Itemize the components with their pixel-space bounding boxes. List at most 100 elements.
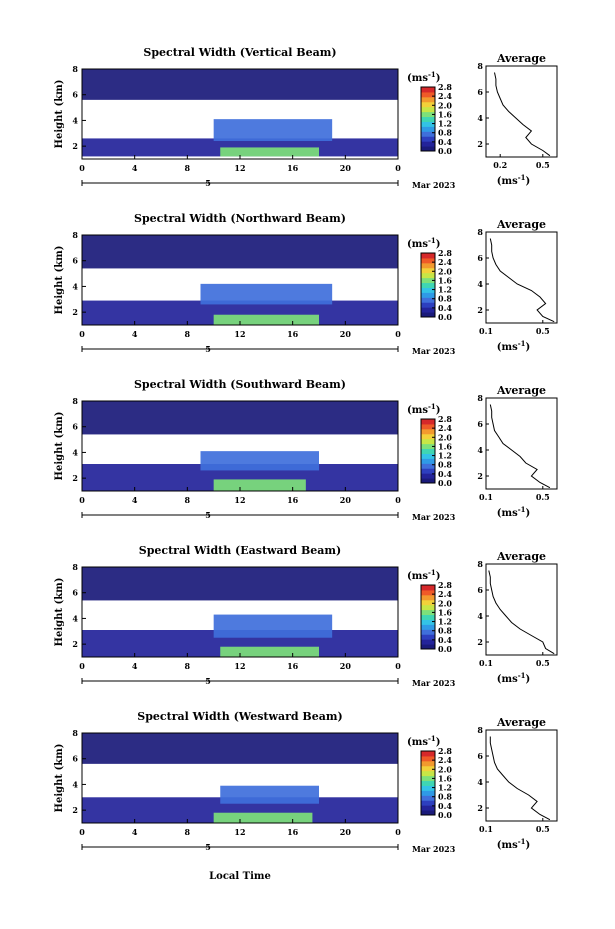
x-tick-label: 20 (340, 827, 352, 837)
heatmap-layer (213, 119, 333, 141)
colorbar-tick-label: 1.2 (438, 119, 452, 129)
colorbar-swatch (421, 262, 435, 269)
y-tick-label: 8 (72, 64, 78, 74)
day-label: 5 (205, 676, 211, 686)
colorbar-swatch (421, 272, 435, 279)
colorbar-swatch (421, 292, 435, 298)
colorbar-swatch (421, 131, 435, 137)
y-tick-label: 6 (72, 422, 78, 432)
colorbar-swatch (421, 810, 435, 816)
x-tick-label: 0 (79, 827, 85, 837)
x-tick-label: 12 (234, 329, 245, 339)
colorbar-swatch (421, 585, 435, 591)
average-unit-paren: ) (526, 508, 531, 519)
colorbar-tick-label: 0.4 (438, 635, 452, 645)
x-tick-label: 4 (132, 827, 138, 837)
chart-title: Spectral Width (Westward Beam) (137, 710, 342, 723)
colorbar-tick-label: 1.2 (438, 451, 452, 461)
colorbar-swatch (421, 448, 435, 454)
x-tick-label: 8 (185, 329, 191, 339)
day-label: 5 (205, 178, 211, 188)
colorbar-swatch (421, 760, 435, 767)
heatmap-layer (82, 401, 398, 435)
average-x-tick-label: 0.5 (536, 492, 550, 502)
x-tick-label: 8 (185, 827, 191, 837)
colorbar-swatch (421, 751, 435, 757)
colorbar-swatch (421, 106, 435, 113)
colorbar-swatch (421, 609, 435, 616)
colorbar-swatch (421, 458, 435, 464)
x-tick-label: 20 (340, 661, 352, 671)
heatmap-layer (82, 235, 398, 269)
colorbar-frame (420, 252, 436, 318)
colorbar-tick-label: 1.6 (438, 607, 452, 617)
y-tick-label: 6 (72, 588, 78, 598)
average-frame (485, 563, 558, 656)
colorbar-swatch (421, 287, 435, 293)
colorbar-unit-label: (ms-1) (407, 70, 440, 84)
average-unit-exponent: -1 (518, 837, 526, 846)
colorbar-tick-label: 0.8 (438, 294, 452, 304)
y-tick-label: 8 (72, 562, 78, 572)
x-tick-label: 8 (185, 661, 191, 671)
average-x-tick-label: 0.1 (479, 658, 493, 668)
colorbar-unit-label: (ms-1) (407, 402, 440, 416)
colorbar-tick-label: 0.8 (438, 460, 452, 470)
colorbar-swatch (421, 126, 435, 132)
unit-paren: ) (436, 737, 441, 748)
average-unit-label: (ms-1) (497, 837, 530, 851)
chart-title: Spectral Width (Northward Beam) (134, 212, 346, 225)
colorbar-swatch (421, 146, 435, 152)
date-label: Mar 2023 (412, 512, 456, 522)
colorbar-tick-label: 2.4 (438, 91, 452, 101)
average-x-tick-label: 0.1 (479, 492, 493, 502)
average-unit-paren: ) (526, 342, 531, 353)
chart-title: Spectral Width (Southward Beam) (134, 378, 346, 391)
colorbar-swatch (421, 96, 435, 103)
x-tick-label: 0 (79, 661, 85, 671)
colorbar-frame (420, 584, 436, 650)
colorbar-swatch (421, 790, 435, 796)
average-y-tick-label: 8 (477, 559, 483, 569)
panel-5: Spectral Width (Westward Beam) 2 4 6 8 Height… (54, 710, 558, 854)
colorbar-tick-label: 1.2 (438, 617, 452, 627)
colorbar-swatch (421, 473, 435, 479)
colorbar-tick-label: 0.8 (438, 792, 452, 802)
average-unit-exponent: -1 (518, 671, 526, 680)
chart-title: Spectral Width (Vertical Beam) (143, 46, 336, 59)
unit-exponent: -1 (428, 236, 436, 245)
colorbar-tick-label: 2.8 (438, 580, 452, 590)
average-x-tick-label: 0.5 (536, 658, 550, 668)
average-y-tick-label: 6 (477, 419, 483, 429)
unit-exponent: -1 (428, 402, 436, 411)
colorbar-tick-label: 2.4 (438, 755, 452, 765)
colorbar-swatch (421, 111, 435, 118)
colorbar-tick-label: 0.4 (438, 469, 452, 479)
y-tick-label: 2 (72, 307, 78, 317)
colorbar-swatch (421, 634, 435, 640)
colorbar-swatch (421, 282, 435, 288)
average-unit-exponent: -1 (518, 339, 526, 348)
colorbar-swatch (421, 257, 435, 264)
x-tick-label: 4 (132, 495, 138, 505)
day-label: 5 (205, 344, 211, 354)
average-x-tick-label: 0.1 (479, 326, 493, 336)
colorbar-tick-label: 0.4 (438, 801, 452, 811)
heatmap-layer (213, 812, 313, 823)
x-tick-label: 0 (395, 495, 401, 505)
colorbar-tick-label: 2.0 (438, 432, 452, 442)
y-axis-label: Height (km) (54, 578, 65, 647)
heatmap-layer (220, 785, 319, 804)
average-profile-line (494, 72, 551, 157)
colorbar-tick-label: 2.0 (438, 100, 452, 110)
colorbar-swatch (421, 604, 435, 611)
panel-3: Spectral Width (Southward Beam) 2 4 6 8 Heigh… (54, 378, 558, 522)
colorbar-swatch (421, 267, 435, 274)
colorbar-swatch (421, 136, 435, 142)
colorbar-swatch (421, 644, 435, 650)
colorbar-swatch (421, 755, 435, 762)
average-frame (485, 729, 558, 822)
heatmap-layer (220, 646, 319, 657)
colorbar-swatch (421, 770, 435, 777)
